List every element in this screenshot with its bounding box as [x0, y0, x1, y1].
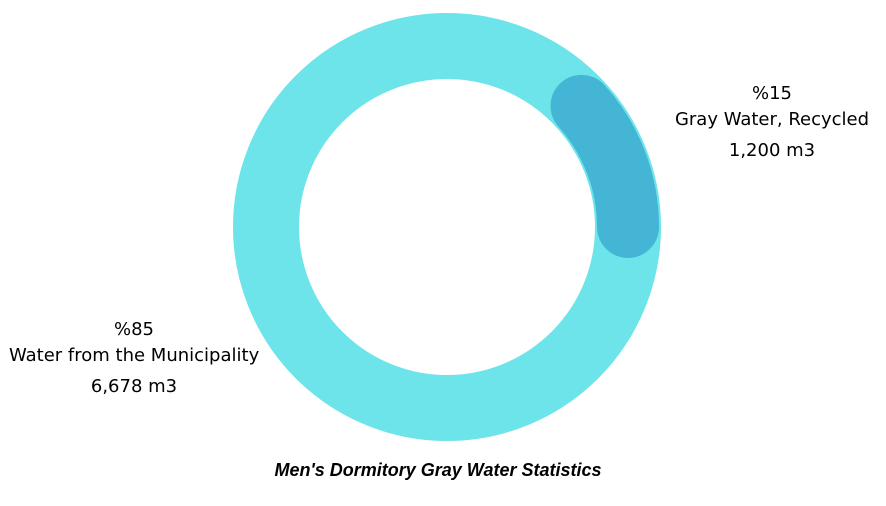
slice-recycled: [550, 74, 659, 258]
chart-title: Men's Dormitory Gray Water Statistics: [274, 460, 602, 480]
municipality-name-label: Water from the Municipality: [9, 345, 260, 366]
recycled-percent-label: %15: [751, 83, 792, 104]
municipality-value-label: 6,678 m3: [90, 376, 178, 397]
recycled-name-label: Gray Water, Recycled: [674, 109, 870, 130]
data-label-recycled: %15 Gray Water, Recycled 1,200 m3: [661, 81, 883, 164]
municipality-percent-label: %85: [113, 319, 154, 340]
data-label-municipality: %85 Water from the Municipality 6,678 m3: [9, 317, 259, 400]
recycled-value-label: 1,200 m3: [728, 140, 816, 161]
